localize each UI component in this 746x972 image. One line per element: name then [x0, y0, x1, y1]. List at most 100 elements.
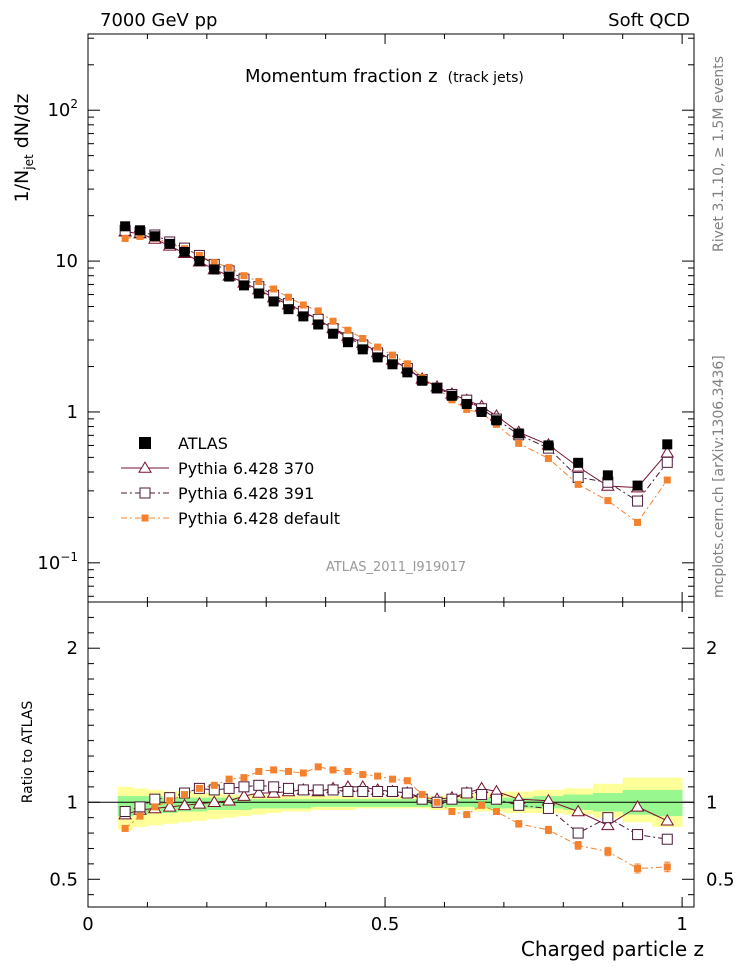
ratio-band-green [355, 799, 371, 807]
series-3-ratio-point [314, 763, 322, 771]
series-2-ratio-point [253, 779, 265, 791]
ratio-band-green [266, 799, 282, 809]
atlas-data-point [342, 337, 353, 348]
ratio-ylabel: Ratio to ATLAS [20, 701, 36, 804]
main-ylabel-sub: jet [22, 154, 36, 171]
series-3-main-point [604, 497, 612, 505]
atlas-data-point [446, 390, 457, 401]
ratio-y-tick-label: 0.5 [49, 869, 78, 890]
series-3-ratio-point [433, 798, 441, 806]
rivet-label: Rivet 3.1.10, ≥ 1.5M events [711, 56, 727, 252]
plot-title-small: (track jets) [448, 70, 524, 86]
atlas-data-point [387, 359, 398, 370]
series-2-ratio-point [602, 812, 614, 824]
series-3-main-point [463, 405, 471, 413]
x-tick-label: 1 [676, 914, 687, 935]
series-1-ratio-point [600, 818, 615, 831]
series-3-main-point [299, 301, 307, 309]
series-3-ratio-point [299, 769, 307, 777]
series-2-main-line [125, 229, 668, 502]
plot-title-main: Momentum fraction z [245, 66, 438, 87]
series-1-ratio-point [177, 798, 192, 811]
series-2-ratio-point [372, 785, 384, 797]
atlas-data-point [298, 311, 309, 322]
series-3-main-point [515, 439, 523, 447]
ratio-band-green [325, 799, 341, 807]
series-2-ratio-point [490, 793, 502, 805]
atlas-data-point [194, 256, 205, 267]
series-2-ratio-point [268, 781, 280, 793]
ratio-y-tick-label-right: 1 [706, 792, 717, 813]
y-tick-label: 1 [67, 402, 78, 423]
ratio-y-tick-label-right: 2 [706, 638, 717, 659]
series-3-main-point [121, 235, 129, 243]
series-3-ratio-point [151, 803, 159, 811]
series-3-ratio-point [515, 820, 523, 828]
series-3-ratio-point [418, 791, 426, 799]
atlas-data-point [268, 296, 279, 307]
series-3-ratio-point [181, 791, 189, 799]
atlas-data-point [461, 398, 472, 409]
series-2-ratio-point [661, 833, 673, 845]
series-3-main-point [359, 335, 367, 343]
ratio-band-green [310, 799, 327, 807]
series-3-ratio-point [240, 774, 248, 782]
series-2-ratio-point [542, 802, 554, 814]
series-3-main-point [210, 259, 218, 267]
series-1-ratio-point [192, 796, 207, 809]
series-2-ratio-point [513, 799, 525, 811]
series-3-main-point [240, 272, 248, 280]
series-2-ratio-point [283, 782, 295, 794]
series-3-main-point [574, 480, 582, 488]
series-3-ratio-point [329, 766, 337, 774]
series-3-ratio-point [544, 826, 552, 834]
series-3-ratio-point [492, 807, 500, 815]
series-2-ratio-point [386, 785, 398, 797]
series-2-ratio-point [134, 801, 146, 813]
series-2-ratio-point [312, 784, 324, 796]
series-3-ratio-point [195, 784, 203, 792]
series-3-main-point [136, 232, 144, 240]
series-3-main-point [314, 307, 322, 315]
series-2-ratio-point [223, 782, 235, 794]
main-ylabel-rest: dN/dz [11, 94, 33, 155]
series-3-ratio-point [225, 775, 233, 783]
header-left: 7000 GeV pp [100, 10, 217, 31]
atlas-data-point [543, 440, 554, 451]
series-3-main-point [270, 285, 278, 293]
series-3-ratio-point [478, 801, 486, 809]
atlas-data-point [573, 457, 584, 468]
series-2-main-point [632, 495, 644, 507]
series-2-ratio-point [401, 787, 413, 799]
series-1-ratio-point [222, 793, 236, 806]
atlas-data-point [417, 375, 428, 386]
atlas-data-point [491, 415, 502, 426]
series-3-main-point [344, 326, 352, 334]
series-3-main-point [388, 351, 396, 359]
series-1-ratio-point [630, 800, 645, 812]
series-3-ratio-point [448, 807, 456, 815]
main-ylabel-main: 1/N [11, 170, 33, 203]
series-3-ratio-point [210, 781, 218, 789]
source-label: mcplots.cern.ch [arXiv:1306.3436] [711, 355, 727, 598]
series-1-ratio-point [207, 795, 222, 808]
atlas-data-point [149, 231, 160, 242]
atlas-data-point [402, 367, 413, 378]
series-3-main-point [225, 263, 233, 271]
ratio-y-tick-label: 1 [67, 792, 78, 813]
series-2-ratio-point [572, 827, 584, 839]
series-3-ratio-point [121, 824, 129, 832]
series-3-main-point [329, 317, 337, 325]
series-3-ratio-point [344, 767, 352, 775]
atlas-data-point [120, 221, 131, 232]
ratio-band-green [236, 799, 252, 810]
atlas-data-point [513, 428, 524, 439]
atlas-data-point [283, 304, 294, 315]
series-1-ratio-point [237, 789, 251, 801]
main-ylabel: 1/Njet dN/dz [11, 94, 36, 203]
series-1-ratio-point [251, 786, 266, 798]
atlas-data-point [238, 280, 249, 291]
series-3-main-point [403, 360, 411, 368]
series-1-ratio-point [571, 804, 586, 817]
